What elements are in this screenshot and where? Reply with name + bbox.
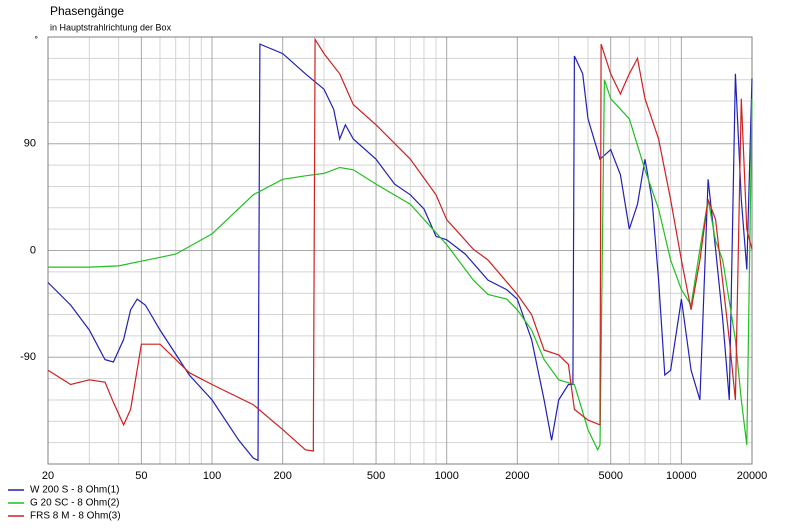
y-axis-label: ° bbox=[34, 34, 38, 44]
legend-label: FRS 8 M - 8 Ohm(3) bbox=[30, 511, 121, 522]
x-tick-label: 20 bbox=[42, 470, 54, 482]
x-tick-label: 50 bbox=[135, 470, 147, 482]
plot-frame bbox=[47, 36, 753, 465]
series-line bbox=[47, 37, 753, 452]
chart-subtitle: in Hauptstrahlrichtung der Box bbox=[50, 22, 172, 32]
x-tick-label: 2000 bbox=[505, 470, 529, 482]
x-tick-label: 200 bbox=[273, 470, 291, 482]
x-tick-label: 500 bbox=[367, 470, 385, 482]
x-tick-label: 5000 bbox=[598, 470, 622, 482]
y-tick-label: -90 bbox=[20, 351, 36, 363]
x-tick-label: 20000 bbox=[737, 470, 768, 482]
y-tick-label: 90 bbox=[24, 138, 36, 150]
x-tick-label: 1000 bbox=[434, 470, 458, 482]
x-tick-label: 100 bbox=[203, 470, 221, 482]
legend-label: G 20 SC - 8 Ohm(2) bbox=[30, 498, 119, 509]
x-tick-label: 10000 bbox=[666, 470, 697, 482]
series-line bbox=[47, 43, 753, 462]
chart-title: Phasengänge bbox=[50, 4, 124, 18]
legend-label: W 200 S - 8 Ohm(1) bbox=[30, 485, 119, 496]
y-tick-label: 0 bbox=[30, 244, 36, 256]
series-line bbox=[48, 79, 753, 452]
